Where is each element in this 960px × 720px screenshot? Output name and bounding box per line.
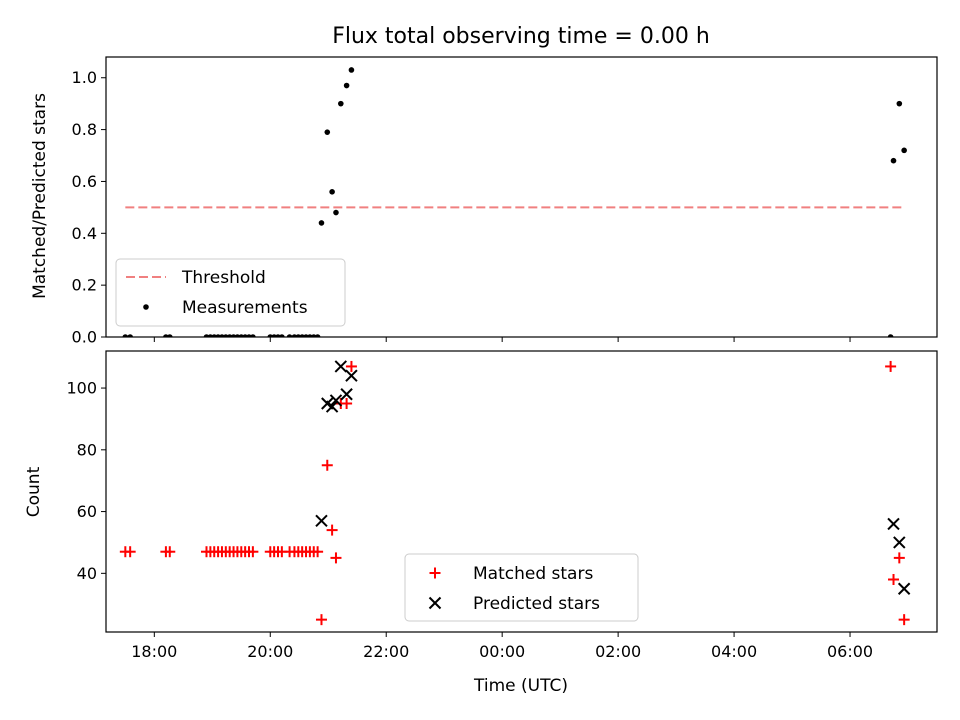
- predicted-star-point: [325, 400, 339, 413]
- predicted-star-point: [897, 582, 911, 595]
- measurement-point: [324, 129, 331, 135]
- bottom-y-tick-label: 80: [77, 440, 97, 459]
- bottom-legend: Matched stars Predicted stars: [404, 553, 639, 622]
- matched-star-point: [326, 524, 338, 536]
- bottom-y-tick-label: 40: [77, 564, 97, 583]
- x-tick-label: 20:00: [247, 642, 293, 661]
- predicted-star-point: [315, 514, 328, 528]
- top-y-tick-label: 1.0: [72, 68, 97, 87]
- legend-predicted-swatch: [428, 596, 442, 610]
- legend-measurement-swatch: [143, 304, 149, 310]
- x-tick-label: 02:00: [595, 642, 641, 661]
- x-tick-label: 04:00: [711, 642, 757, 661]
- measurement-point: [122, 334, 129, 337]
- measurement-point: [338, 100, 344, 107]
- matched-star-point: [164, 546, 176, 558]
- measurement-point: [318, 220, 325, 226]
- measurement-point: [329, 189, 335, 195]
- x-tick-label: 00:00: [479, 642, 525, 661]
- top-legend: Threshold Measurements: [115, 258, 346, 327]
- x-axis-label: Time (UTC): [473, 676, 568, 696]
- bottom-axes: 40 60 80 100 18:00 20:00 22:00 00:00 02:00 04:00 0…: [66, 350, 938, 661]
- top-y-tick-label: 0.6: [72, 172, 97, 191]
- measurement-point: [887, 334, 894, 337]
- bottom-y-tick-label: 100: [66, 379, 97, 398]
- x-tick-label: 18:00: [131, 642, 177, 661]
- predicted-star-point: [329, 394, 343, 407]
- bottom-y-axis-label: Count: [24, 466, 44, 517]
- top-plot-frame: [105, 56, 938, 338]
- legend-predicted-label: Predicted stars: [473, 594, 600, 614]
- legend-matched-label: Matched stars: [473, 564, 593, 584]
- matched-star-point: [893, 552, 905, 564]
- matched-star-point: [315, 614, 327, 626]
- measurement-point: [348, 67, 355, 73]
- measurement-point: [314, 334, 321, 337]
- bottom-plot-frame: [105, 350, 938, 633]
- measurement-point: [896, 100, 903, 107]
- top-chart-title: Flux total observing time = 0.00 h: [332, 24, 710, 49]
- matched-star-point: [341, 397, 353, 409]
- matched-star-point: [312, 546, 324, 558]
- top-y-tick-label: 0.2: [72, 276, 97, 295]
- top-y-tick-label: 0.8: [72, 120, 97, 139]
- measurement-point: [343, 82, 350, 89]
- top-y-tick-label: 0.0: [72, 328, 97, 347]
- x-tick-label: 06:00: [827, 642, 873, 661]
- legend-threshold-label: Threshold: [181, 268, 266, 288]
- legend-matched-swatch: [429, 567, 441, 579]
- matched-star-point: [330, 552, 342, 564]
- top-legend-box: [115, 258, 346, 327]
- x-tick-label: 22:00: [363, 642, 409, 661]
- matched-star-point: [321, 459, 333, 471]
- matched-star-point: [888, 574, 900, 586]
- measurement-point: [127, 334, 133, 337]
- measurement-point: [279, 334, 285, 337]
- predicted-star-point: [893, 536, 906, 549]
- measurement-point: [890, 157, 897, 164]
- predicted-star-point: [334, 360, 348, 373]
- measurement-point: [333, 209, 339, 216]
- bottom-legend-box: [404, 553, 639, 622]
- matched-star-point: [124, 546, 136, 558]
- measurement-point: [286, 334, 293, 337]
- measurement-points: [122, 67, 907, 337]
- top-y-tick-label: 0.4: [72, 224, 97, 243]
- measurement-point: [250, 334, 256, 337]
- measurement-point: [166, 334, 173, 337]
- matched-star-point: [885, 360, 897, 372]
- predicted-star-point: [340, 388, 353, 401]
- legend-measurement-label: Measurements: [182, 298, 308, 318]
- predicted-star-point: [887, 517, 900, 531]
- top-axes: 0.0 0.2 0.4 0.6 0.8 1.0 Threshold Measurements: [72, 56, 938, 347]
- predicted-star-point: [345, 369, 358, 382]
- measurement-point: [901, 147, 907, 154]
- top-y-axis-label: Matched/Predicted stars: [30, 93, 50, 299]
- bottom-y-tick-label: 60: [77, 502, 97, 521]
- count-points: [119, 360, 911, 626]
- matched-star-point: [247, 546, 259, 558]
- matched-star-point: [345, 360, 357, 372]
- matched-star-point: [898, 614, 910, 626]
